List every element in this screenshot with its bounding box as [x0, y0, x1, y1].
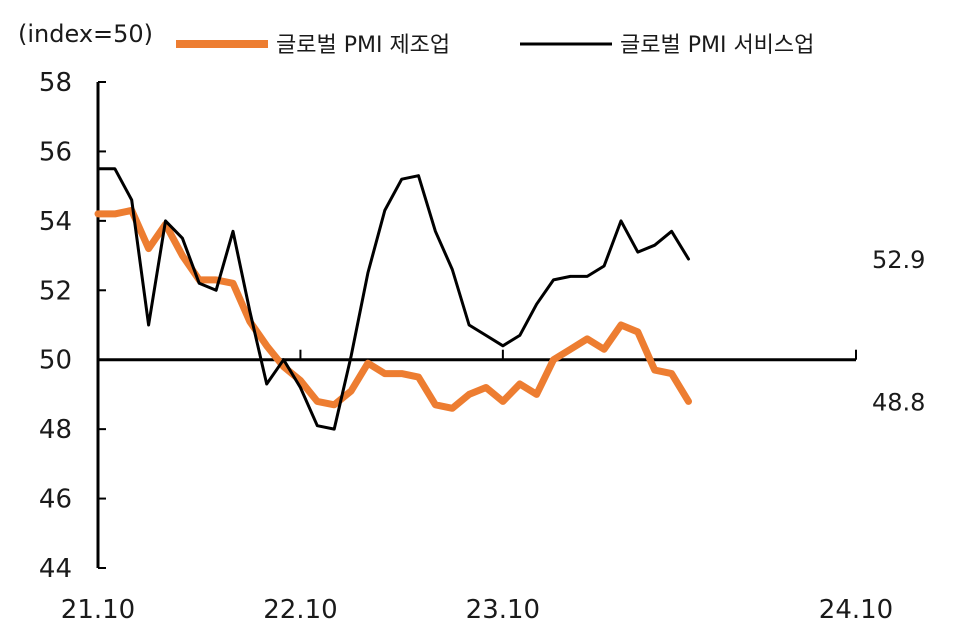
legend-label-manufacturing: 글로벌 PMI 제조업: [276, 33, 450, 58]
legend-label-services: 글로벌 PMI 서비스업: [620, 33, 814, 58]
end-labels: 48.8 52.9: [872, 246, 925, 416]
x-tick-label: 22.10: [263, 595, 337, 625]
y-tick-label: 58: [39, 68, 72, 98]
y-tick-label: 44: [39, 554, 72, 584]
y-tick-label: 46: [39, 485, 72, 515]
end-label-manufacturing: 48.8: [872, 388, 925, 416]
y-tick-label: 54: [39, 207, 72, 237]
unit-label: (index=50): [18, 20, 153, 48]
y-tick-label: 50: [39, 346, 72, 376]
end-label-services: 52.9: [872, 246, 925, 274]
series-line-manufacturing: [94, 206, 692, 412]
series-line-services: [96, 167, 690, 431]
series-layer: [94, 167, 692, 431]
y-axis: 58 56 54 52 50 48 46 44: [39, 68, 106, 584]
y-tick-label: 56: [39, 137, 72, 167]
y-tick-label: 52: [39, 276, 72, 306]
x-tick-label: 23.10: [466, 595, 540, 625]
x-axis: 21.10 22.10 23.10 24.10: [61, 349, 893, 625]
legend: 글로벌 PMI 제조업 글로벌 PMI 서비스업: [176, 33, 814, 58]
x-tick-label: 24.10: [819, 595, 893, 625]
x-tick-label: 21.10: [61, 595, 135, 625]
y-tick-label: 48: [39, 415, 72, 445]
